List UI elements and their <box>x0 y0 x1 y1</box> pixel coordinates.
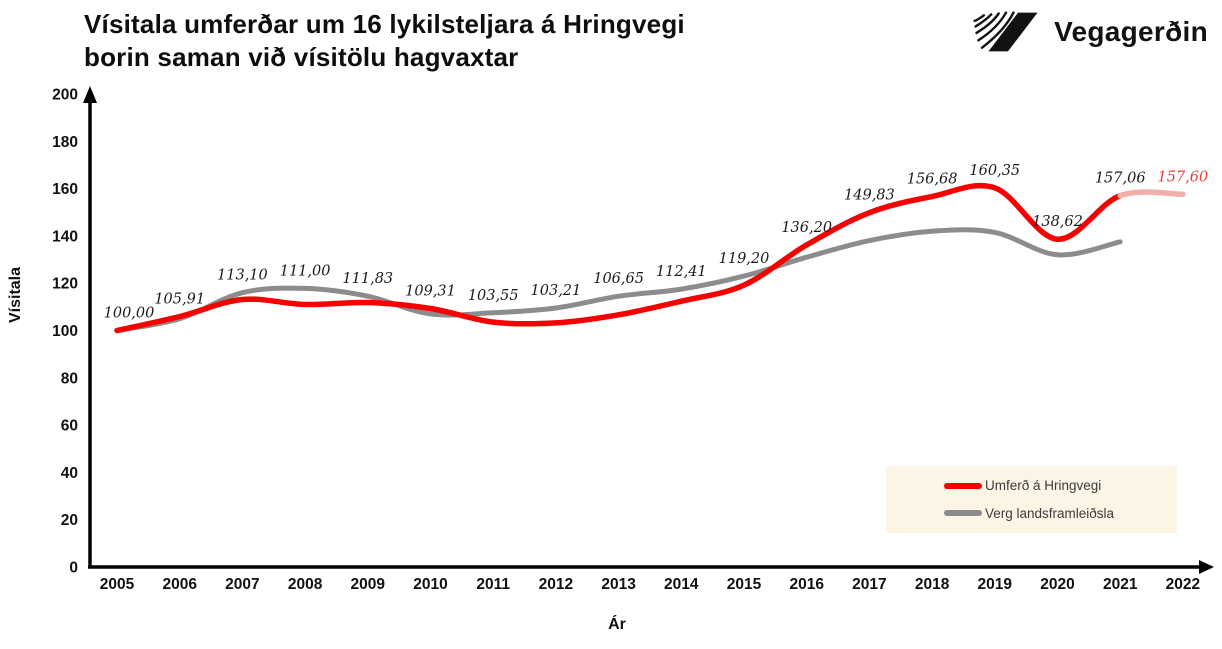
vegagerdin-logo-text: Vegagerðin <box>1054 16 1208 47</box>
y-axis-title: Vísitala <box>7 267 24 323</box>
data-label: 156,68 <box>907 171 958 187</box>
x-tick-label: 2021 <box>1103 576 1138 593</box>
y-tick-label: 80 <box>61 370 78 387</box>
y-tick-label: 100 <box>52 323 78 340</box>
x-tick-label: 2008 <box>288 576 323 593</box>
legend-label-traffic: Umferð á Hringvegi <box>985 478 1102 494</box>
y-tick-label: 120 <box>52 276 78 293</box>
vegagerdin-logo-icon <box>973 11 1038 52</box>
series-traffic-forecast-line <box>1117 189 1186 199</box>
chart-title: Vísitala umferðar um 16 lykilsteljara á … <box>84 8 904 74</box>
x-tick-label: 2022 <box>1166 576 1200 593</box>
legend-item-traffic: Umferð á Hringvegi <box>944 478 1177 493</box>
legend-item-gdp: Verg landsframleiðsla <box>944 506 1177 521</box>
x-tick-label: 2007 <box>225 576 259 593</box>
data-label: 149,83 <box>844 188 895 204</box>
y-tick-label: 180 <box>52 134 78 151</box>
data-label: 111,00 <box>280 263 331 279</box>
vegagerdin-logo: Vegagerðin <box>970 9 1208 55</box>
y-tick-label: 140 <box>52 228 78 245</box>
legend-label-gdp: Verg landsframleiðsla <box>985 505 1115 521</box>
x-tick-label: 2016 <box>789 576 824 593</box>
data-label: 138,62 <box>1032 214 1083 230</box>
data-label: 113,10 <box>217 268 268 284</box>
data-label: 160,35 <box>969 163 1020 179</box>
x-tick-label: 2019 <box>978 576 1013 593</box>
y-axis-arrow-icon <box>83 86 97 103</box>
data-label: 157,06 <box>1095 171 1146 187</box>
x-axis-arrow-icon <box>1199 560 1214 574</box>
x-tick-label: 2013 <box>601 576 636 593</box>
x-tick-label: 2020 <box>1040 576 1074 593</box>
y-tick-label: 20 <box>61 512 78 529</box>
legend-swatch-gdp-icon <box>944 510 982 517</box>
data-label: 136,20 <box>781 220 832 236</box>
y-tick-label: 40 <box>61 465 78 482</box>
data-label: 105,91 <box>154 292 205 308</box>
series-gdp-line <box>114 227 1123 333</box>
x-tick-label: 2017 <box>852 576 886 593</box>
x-axis-title: Ár <box>608 614 626 633</box>
data-label: 112,41 <box>656 264 707 280</box>
x-tick-label: 2005 <box>100 576 135 593</box>
x-tick-label: 2009 <box>351 576 386 593</box>
data-label: 109,31 <box>405 283 456 299</box>
y-tick-label: 160 <box>52 181 78 198</box>
y-tick-label: 200 <box>52 87 78 104</box>
data-label: 100,00 <box>104 306 155 322</box>
series-traffic-line <box>114 182 1123 334</box>
data-label: 111,83 <box>342 271 393 287</box>
data-label: 106,65 <box>593 271 644 287</box>
legend-swatch-traffic-icon <box>944 482 982 489</box>
data-label: 157,60 <box>1158 169 1209 185</box>
x-tick-label: 2014 <box>664 576 699 593</box>
legend: Umferð á Hringvegi Verg landsframleiðsla <box>886 466 1177 533</box>
chart-title-line1: Vísitala umferðar um 16 lykilsteljara á … <box>84 9 685 39</box>
chart-title-line2: borin saman við vísitölu hagvaxtar <box>84 42 519 72</box>
x-tick-label: 2010 <box>413 576 447 593</box>
x-tick-label: 2018 <box>915 576 950 593</box>
data-label: 103,21 <box>531 283 582 299</box>
data-label: 119,20 <box>719 251 770 267</box>
x-tick-label: 2012 <box>539 576 573 593</box>
y-tick-label: 60 <box>61 418 78 435</box>
x-tick-label: 2006 <box>162 576 197 593</box>
data-label: 103,55 <box>468 288 519 304</box>
y-tick-label: 0 <box>69 560 78 577</box>
x-tick-label: 2015 <box>727 576 762 593</box>
x-tick-label: 2011 <box>476 576 510 593</box>
axes <box>83 86 1214 574</box>
